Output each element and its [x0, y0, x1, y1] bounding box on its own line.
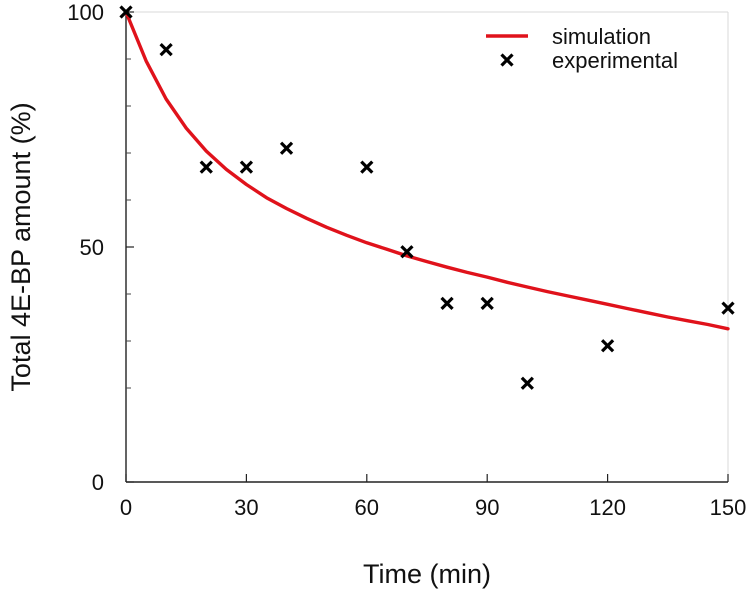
x-tick-label: 90 [475, 495, 499, 520]
x-tick-label: 150 [710, 495, 747, 520]
y-tick-label: 0 [92, 470, 104, 495]
data-point-experimental [159, 42, 173, 57]
x-axis-title: Time (min) [363, 559, 491, 589]
data-series [119, 5, 735, 390]
legend-marker-x [500, 53, 514, 67]
legend-label-simulation: simulation [552, 24, 651, 49]
series-line-simulation [124, 10, 730, 331]
data-point-experimental [520, 376, 534, 390]
x-tick-label: 0 [120, 495, 132, 520]
data-point-experimental [119, 5, 133, 19]
y-axis-title: Total 4E-BP amount (%) [6, 102, 36, 391]
x-tick-label: 30 [234, 495, 258, 520]
x-tick-label: 120 [589, 495, 626, 520]
x-tick-label: 60 [355, 495, 379, 520]
data-point-experimental [199, 160, 213, 174]
data-point-experimental [360, 160, 374, 174]
y-tick-label: 50 [80, 235, 104, 260]
data-point-experimental [721, 301, 735, 315]
data-point-experimental [239, 160, 254, 174]
data-point-experimental [279, 141, 294, 155]
legend: simulation experimental [486, 24, 678, 73]
data-point-experimental [400, 245, 414, 259]
data-point-experimental [480, 296, 494, 311]
axis-tick-labels: 0 30 60 90 120 150 0 50 100 [67, 0, 746, 520]
legend-label-experimental: experimental [552, 48, 678, 73]
data-point-experimental [600, 339, 615, 353]
axis-ticks [125, 11, 729, 483]
y-tick-label: 100 [67, 0, 104, 25]
legend-swatch-experimental [500, 53, 514, 67]
data-point-experimental [440, 296, 454, 311]
